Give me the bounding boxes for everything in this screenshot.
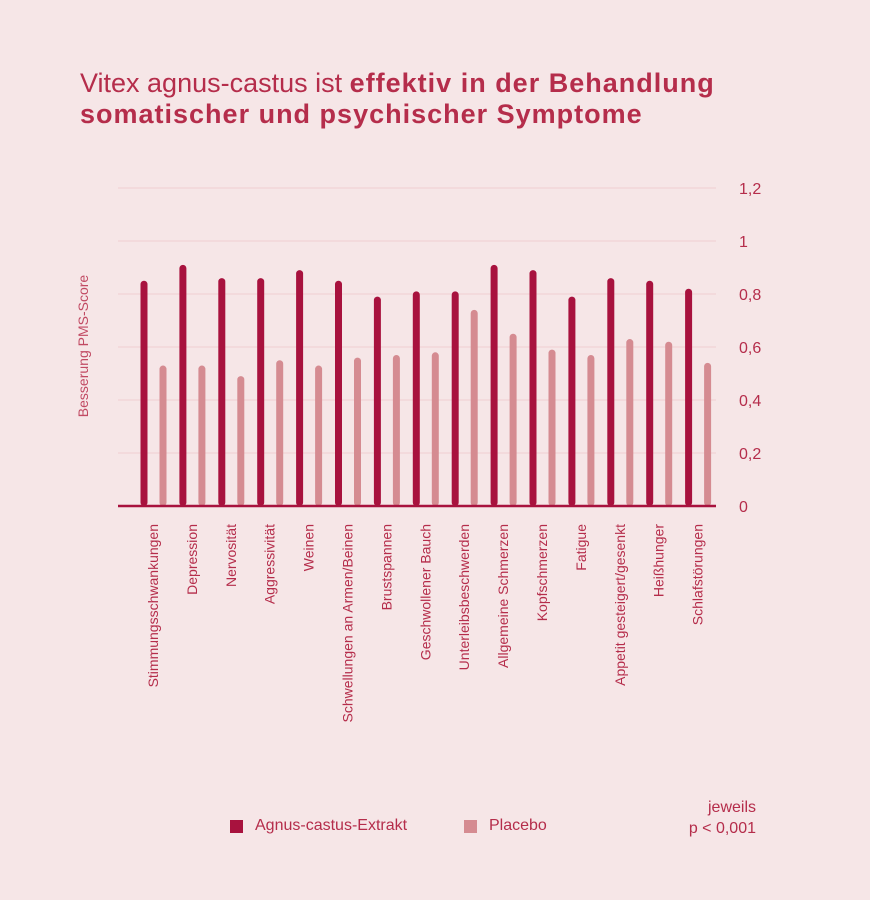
bar-extract (140, 280, 148, 506)
bar-placebo (587, 354, 595, 506)
significance-note-line-1: jeweils (707, 799, 756, 816)
category-label: Depression (184, 524, 200, 595)
bars (118, 264, 716, 508)
title-bold-part-1: effektiv in der Behandlung (349, 68, 715, 98)
bar-placebo (509, 333, 517, 506)
category-label: Nervosität (223, 524, 239, 587)
bar-extract (218, 278, 226, 506)
legend-swatch-extract (230, 819, 243, 833)
y-tick-labels: 0 0,2 0,4 0,6 0,8 1 1,2 (739, 181, 761, 516)
category-labels: Stimmungsschwankungen Depression Nervositä… (145, 524, 706, 723)
y-axis-label: Besserung PMS-Score (75, 275, 91, 418)
bar-placebo (276, 360, 284, 506)
category-label: Kopfschmerzen (534, 524, 550, 621)
bar-extract (607, 278, 615, 506)
bar-extract (646, 280, 654, 506)
legend-label-placebo: Placebo (489, 817, 547, 834)
y-tick-label: 0,2 (739, 446, 761, 463)
title-bold-part-2: somatischer und psychischer Symptome (80, 99, 643, 129)
bar-placebo (354, 357, 361, 506)
category-label: Aggressivität (262, 524, 278, 604)
legend-label-extract: Agnus-castus-Extrakt (255, 817, 408, 834)
category-label: Unterleibsbeschwerden (456, 524, 472, 670)
category-label: Geschwollener Bauch (417, 524, 433, 660)
y-tick-label: 1 (739, 234, 748, 251)
bar-placebo (198, 365, 206, 506)
bar-extract (529, 270, 537, 506)
category-label: Heißhunger (651, 524, 667, 597)
bar-placebo (626, 339, 634, 506)
y-tick-label: 0,8 (739, 287, 761, 304)
bar-extract (296, 270, 304, 506)
y-tick-label: 0,4 (739, 393, 761, 410)
legend-item-placebo: Placebo (464, 817, 547, 835)
category-label: Schlafstörungen (690, 524, 706, 625)
y-tick-label: 0,6 (739, 340, 761, 357)
category-label: Fatigue (573, 524, 589, 571)
category-label: Appetit gesteigert/gesenkt (612, 524, 628, 686)
legend-item-extract: Agnus-castus-Extrakt (230, 817, 407, 835)
category-label: Brustspannen (378, 524, 394, 610)
category-label: Stimmungsschwankungen (145, 524, 161, 687)
bar-placebo (315, 365, 323, 506)
bar-extract (257, 278, 265, 506)
bar-extract (412, 291, 420, 506)
bar-placebo (665, 341, 673, 506)
bar-extract (568, 296, 576, 506)
category-label: Schwellungen an Armen/Beinen (340, 524, 356, 722)
bar-placebo (159, 365, 167, 506)
significance-note-line-2: p < 0,001 (688, 820, 756, 837)
bar-placebo (704, 362, 712, 506)
bar-placebo (431, 352, 439, 506)
bar-extract (179, 264, 187, 506)
bar-placebo (470, 309, 478, 506)
bar-extract (490, 264, 498, 506)
y-tick-label: 0 (739, 499, 748, 516)
chart-title: Vitex agnus-castus ist effektiv in der B… (80, 68, 840, 130)
category-label: Allgemeine Schmerzen (495, 524, 511, 668)
category-label: Weinen (301, 524, 317, 571)
bar-placebo (392, 354, 400, 506)
bar-extract (685, 288, 693, 506)
legend-swatch-placebo (464, 819, 477, 833)
title-light-part: Vitex agnus-castus ist (80, 68, 343, 98)
bar-extract (335, 280, 342, 506)
significance-note: jeweils p < 0,001 (689, 797, 756, 839)
bar-extract (451, 291, 459, 506)
bar-placebo (237, 376, 245, 506)
bar-extract (373, 296, 381, 506)
bar-placebo (548, 349, 556, 506)
y-tick-label: 1,2 (739, 181, 761, 198)
